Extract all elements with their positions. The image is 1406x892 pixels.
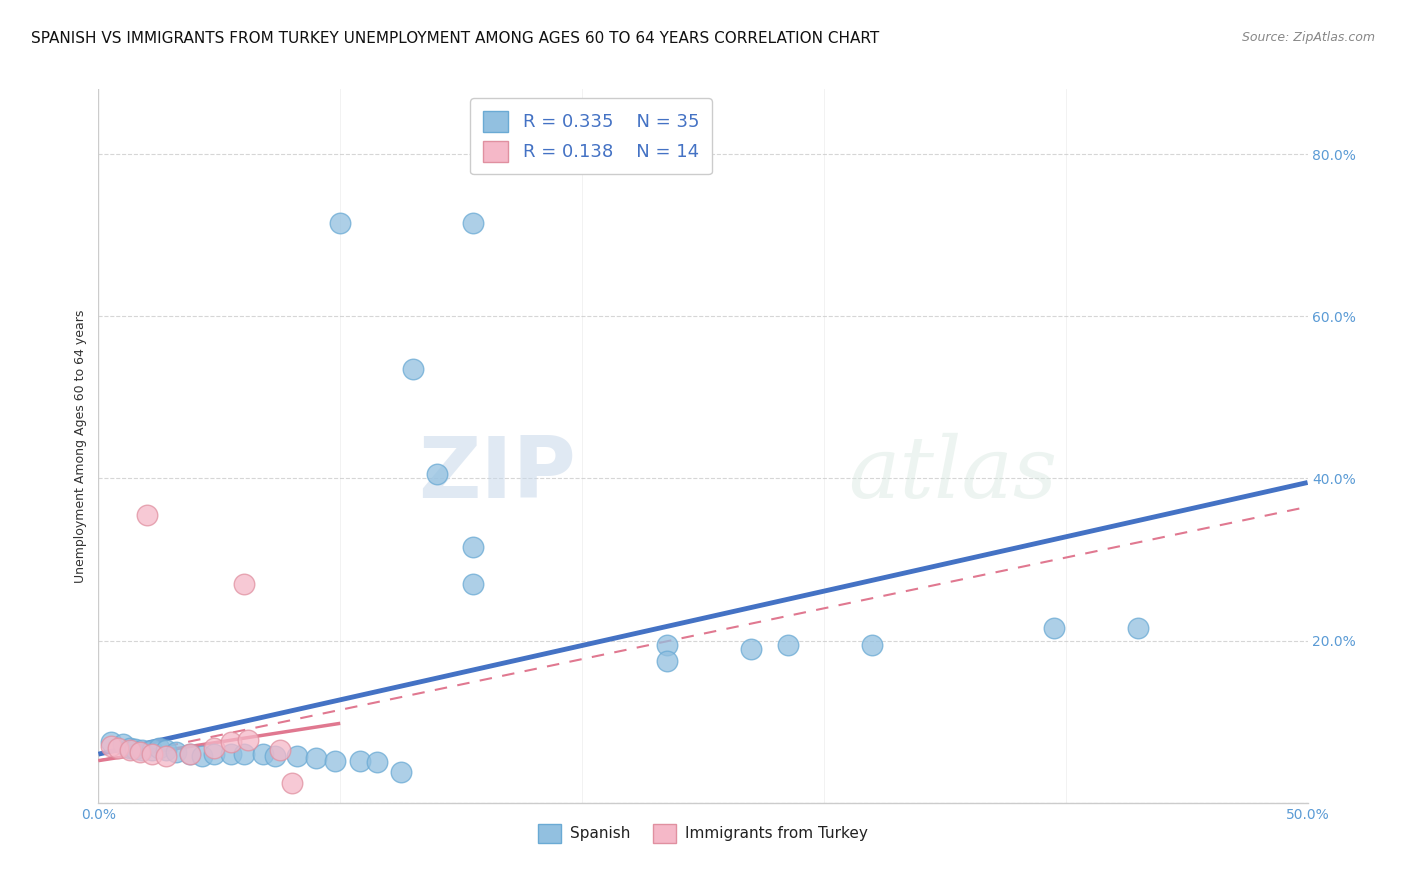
- Point: [463, 577, 485, 591]
- Point: [148, 740, 170, 755]
- Point: [155, 748, 177, 763]
- Point: [141, 743, 163, 757]
- Point: [204, 740, 226, 755]
- Point: [349, 754, 371, 768]
- Point: [655, 654, 678, 668]
- Point: [165, 745, 187, 759]
- Point: [232, 747, 254, 761]
- Point: [329, 216, 352, 230]
- Text: ZIP: ZIP: [419, 433, 576, 516]
- Point: [325, 754, 347, 768]
- Point: [111, 738, 134, 752]
- Point: [221, 735, 243, 749]
- Point: [124, 742, 146, 756]
- Point: [128, 745, 150, 759]
- Point: [131, 743, 153, 757]
- Point: [238, 732, 260, 747]
- Text: Source: ZipAtlas.com: Source: ZipAtlas.com: [1241, 31, 1375, 45]
- Legend: Spanish, Immigrants from Turkey: Spanish, Immigrants from Turkey: [531, 818, 875, 848]
- Point: [463, 216, 485, 230]
- Point: [118, 740, 141, 755]
- Text: SPANISH VS IMMIGRANTS FROM TURKEY UNEMPLOYMENT AMONG AGES 60 TO 64 YEARS CORRELA: SPANISH VS IMMIGRANTS FROM TURKEY UNEMPL…: [31, 31, 879, 46]
- Point: [179, 747, 201, 761]
- Point: [232, 577, 254, 591]
- Point: [252, 747, 274, 761]
- Point: [141, 747, 163, 761]
- Point: [740, 641, 762, 656]
- Point: [285, 748, 308, 763]
- Point: [100, 735, 122, 749]
- Y-axis label: Unemployment Among Ages 60 to 64 years: Unemployment Among Ages 60 to 64 years: [75, 310, 87, 582]
- Point: [221, 747, 243, 761]
- Point: [118, 743, 141, 757]
- Point: [776, 638, 799, 652]
- Point: [264, 748, 287, 763]
- Point: [155, 743, 177, 757]
- Point: [305, 751, 328, 765]
- Point: [135, 508, 157, 522]
- Point: [366, 756, 388, 770]
- Point: [100, 739, 122, 753]
- Point: [463, 541, 485, 555]
- Point: [179, 747, 201, 761]
- Point: [1042, 622, 1064, 636]
- Point: [107, 740, 129, 755]
- Point: [204, 747, 226, 761]
- Point: [281, 775, 304, 789]
- Point: [655, 638, 678, 652]
- Point: [402, 362, 425, 376]
- Text: atlas: atlas: [848, 434, 1057, 516]
- Point: [269, 743, 291, 757]
- Point: [426, 467, 449, 482]
- Point: [860, 638, 883, 652]
- Point: [191, 748, 214, 763]
- Point: [389, 764, 412, 779]
- Point: [1128, 622, 1150, 636]
